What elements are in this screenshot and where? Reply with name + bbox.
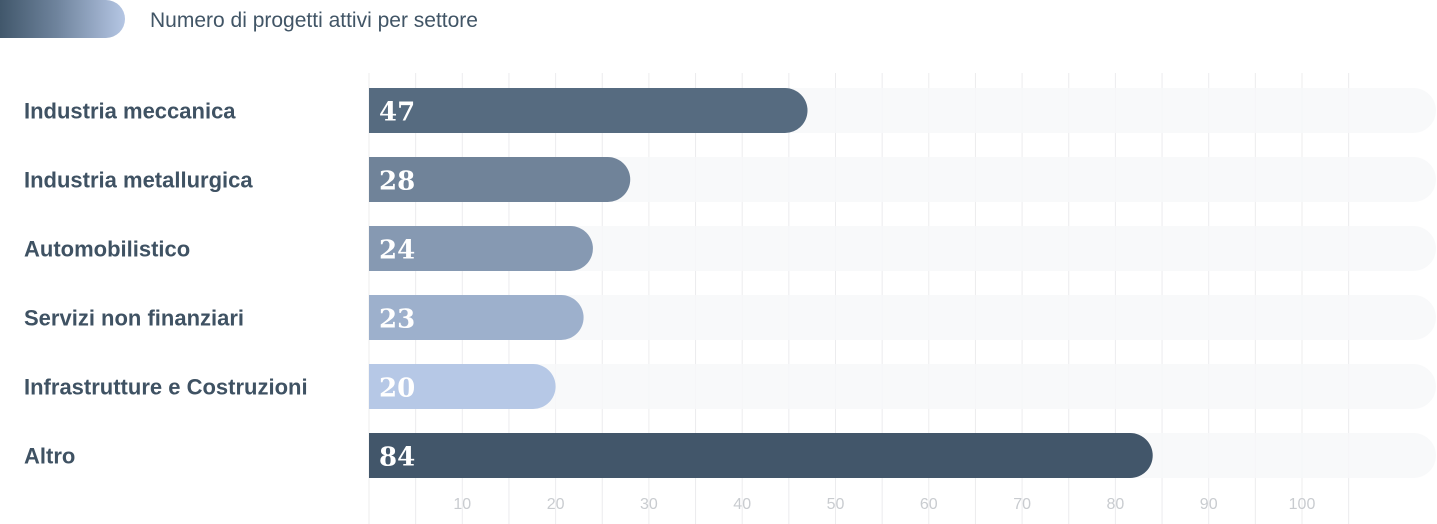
legend-label: Numero di progetti attivi per settore: [150, 9, 478, 32]
bar-track: [369, 157, 1436, 202]
category-label: Servizi non finanziari: [24, 306, 244, 331]
bar: [369, 226, 593, 271]
tick-label: 60: [920, 496, 938, 513]
x-axis-ticks: 10 20 30 40 50 60 70 80 90 100: [453, 496, 1315, 513]
tick-label: 50: [827, 496, 845, 513]
bar-track: [369, 295, 1436, 340]
legend: Numero di progetti attivi per settore: [0, 0, 478, 38]
tick-label: 20: [547, 496, 565, 513]
tick-label: 10: [453, 496, 471, 513]
data-label: 20: [379, 374, 415, 404]
category-label: Infrastrutture e Costruzioni: [24, 375, 308, 400]
bar: [369, 157, 631, 202]
bar-tracks: [369, 88, 1436, 478]
category-label: Automobilistico: [24, 237, 190, 262]
data-label: 23: [379, 305, 415, 335]
data-label: 47: [379, 98, 415, 128]
data-label: 84: [379, 443, 415, 473]
bar: [369, 88, 808, 133]
tick-label: 100: [1289, 496, 1316, 513]
bar-track: [369, 364, 1436, 409]
legend-swatch: [0, 0, 125, 38]
tick-label: 70: [1013, 496, 1031, 513]
category-label: Altro: [24, 444, 75, 469]
bar: [369, 295, 584, 340]
data-label: 24: [379, 236, 415, 266]
category-label: Industria meccanica: [24, 99, 236, 124]
data-label: 28: [379, 167, 415, 197]
tick-label: 90: [1200, 496, 1218, 513]
tick-label: 30: [640, 496, 658, 513]
tick-label: 80: [1107, 496, 1125, 513]
category-label: Industria metallurgica: [24, 168, 253, 193]
bar-track: [369, 226, 1436, 271]
tick-label: 40: [733, 496, 751, 513]
bars: Industria meccanica 47 Industria metallurg…: [24, 88, 1153, 478]
bar: [369, 433, 1153, 478]
bar: [369, 364, 556, 409]
